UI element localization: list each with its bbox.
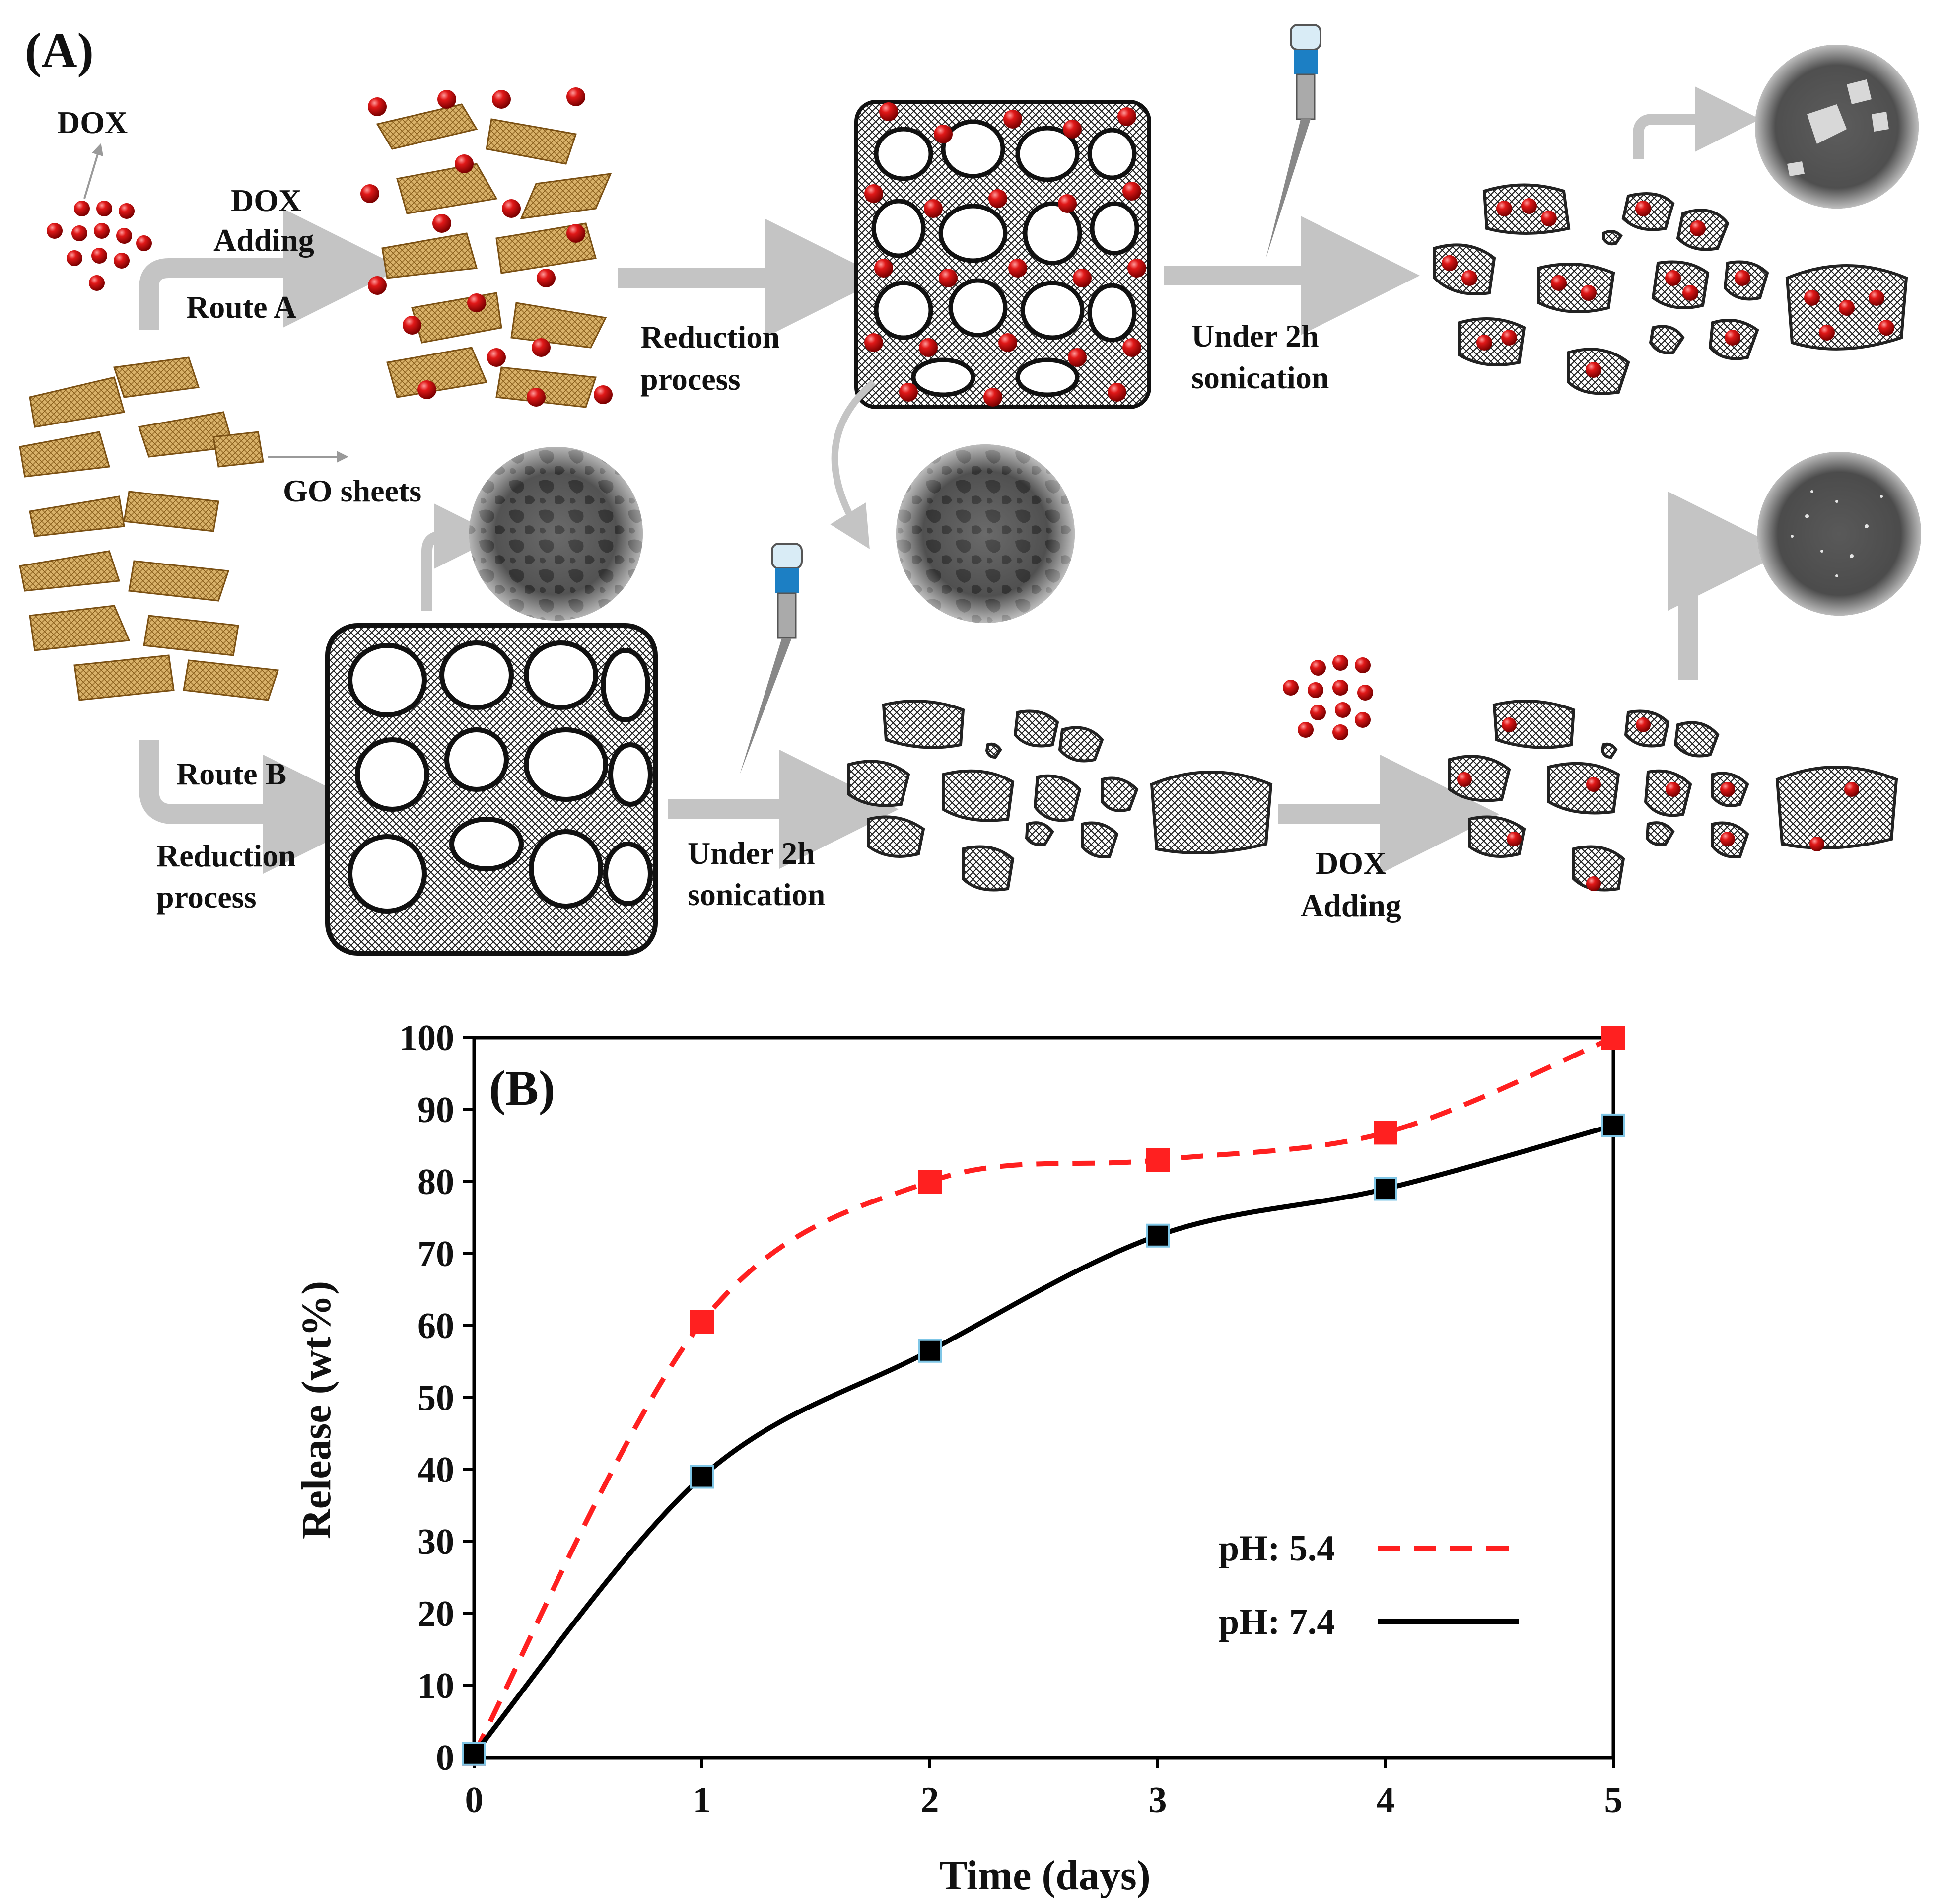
data-point-marker	[690, 1310, 714, 1334]
y-tick-label: 40	[417, 1450, 454, 1490]
sonication-label-b-line1: Under 2h	[688, 836, 815, 871]
x-tick-label: 1	[693, 1780, 711, 1821]
route-b-arrow	[139, 740, 382, 874]
series-1	[462, 1026, 1625, 1766]
x-tick-label: 4	[1377, 1780, 1395, 1821]
sonication-label-b-line2: sonication	[688, 877, 825, 912]
data-point-marker	[690, 1465, 714, 1489]
x-axis-title: Time (days)	[939, 1852, 1150, 1899]
dox-adding-label-line2: Adding	[213, 222, 314, 258]
plot-border	[472, 1036, 1615, 1760]
sem-pointer-arrow-b	[421, 503, 499, 611]
drug-loaded-hydrogel	[854, 100, 1151, 409]
x-tick-label: 5	[1604, 1780, 1623, 1821]
dox-adding-b-line2: Adding	[1301, 888, 1401, 923]
surface-loaded-nanogel-fragments	[1448, 700, 1898, 892]
legend-label: pH: 5.4	[1219, 1528, 1335, 1569]
sem-pointer-arrow-top-right	[1633, 86, 1760, 159]
dox-adding-label-line1: DOX	[231, 183, 301, 218]
dox-molecules-cluster-b	[1283, 655, 1373, 740]
sem-particles-a	[1787, 79, 1889, 176]
x-tick-label: 0	[465, 1780, 484, 1821]
scheme-panel-a: (A) DOX DOX Adding Route A	[19, 23, 1921, 956]
dox-adding-b-line1: DOX	[1316, 846, 1386, 881]
data-point-marker	[1146, 1148, 1170, 1172]
y-tick-label: 60	[417, 1306, 454, 1346]
axes: 0 10 20 30 40 50 60 70 80 90 100 0 1 2 3 4 5	[399, 1018, 1623, 1821]
y-tick-label: 10	[417, 1666, 454, 1706]
series-layer	[462, 1026, 1625, 1766]
sonication-label-a-line1: Under 2h	[1191, 318, 1319, 353]
y-tick-label: 90	[417, 1090, 454, 1130]
data-point-marker	[1374, 1177, 1397, 1201]
series-line	[472, 1035, 1614, 1756]
go-sheets-label: GO sheets	[283, 473, 421, 508]
sonication-label-a-line2: sonication	[1191, 360, 1329, 395]
data-point-marker	[918, 1339, 942, 1363]
series-line	[472, 1123, 1614, 1756]
route-a-arrow	[139, 209, 402, 330]
y-axis-title: Release (wt%)	[293, 1281, 340, 1539]
y-tick-label: 0	[436, 1738, 454, 1778]
hydrogel-route-b	[325, 623, 658, 956]
series-2	[462, 1113, 1625, 1766]
sonicator-probe-icon-b	[740, 543, 803, 775]
legend-label: pH: 7.4	[1219, 1602, 1335, 1642]
panel-a-label: (A)	[25, 23, 94, 78]
y-tick-label: 100	[399, 1018, 454, 1058]
data-point-marker	[1146, 1223, 1170, 1248]
dox-label: DOX	[57, 105, 128, 140]
data-point-marker	[462, 1742, 486, 1766]
route-b-label: Route B	[176, 756, 286, 791]
y-tick-label: 70	[417, 1234, 454, 1274]
route-a-label: Route A	[186, 289, 296, 325]
nanogel-fragments-empty	[847, 700, 1273, 892]
plot-area	[472, 1036, 1615, 1760]
dox-pointer	[83, 143, 104, 199]
go-sheets-pile	[19, 356, 279, 701]
data-point-marker	[1601, 1026, 1625, 1050]
panel-b-label: (B)	[489, 1060, 555, 1116]
data-point-marker	[1374, 1121, 1397, 1145]
data-point-marker	[1601, 1113, 1625, 1137]
y-tick-label: 80	[417, 1162, 454, 1202]
sem-pointer-arrow-bottom-right	[1668, 492, 1787, 680]
x-tick-label: 2	[921, 1780, 939, 1821]
reduction-label-a-line1: Reduction	[640, 319, 780, 354]
reduction-label-b-line2: process	[156, 879, 256, 915]
reduction-label-b-line1: Reduction	[156, 838, 296, 873]
data-point-marker	[918, 1170, 942, 1194]
reduction-label-a-line2: process	[640, 361, 740, 397]
sem-pointer-arrow-a	[830, 379, 876, 549]
y-tick-label: 20	[417, 1594, 454, 1634]
y-tick-label: 30	[417, 1522, 454, 1562]
dox-molecules-cluster	[47, 201, 152, 291]
drug-loaded-nanogel-fragments	[1433, 183, 1908, 395]
sem-particles-b	[1791, 490, 1883, 577]
go-dox-mixture	[360, 87, 613, 408]
sonicator-probe-icon	[1266, 24, 1321, 258]
x-tick-label: 3	[1149, 1780, 1167, 1821]
y-tick-label: 50	[417, 1378, 454, 1418]
legend: pH: 5.4 pH: 7.4	[1219, 1528, 1519, 1642]
